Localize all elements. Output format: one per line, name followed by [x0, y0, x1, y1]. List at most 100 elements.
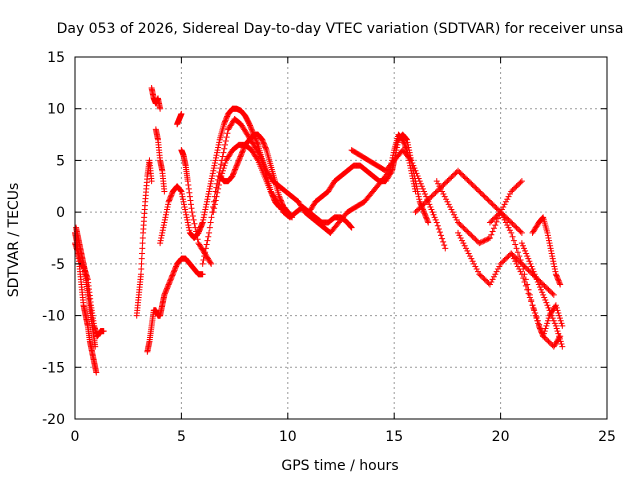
data-point: [277, 197, 284, 204]
data-point: [542, 325, 549, 332]
data-point: [170, 268, 177, 275]
data-point: [501, 256, 508, 263]
data-point: [261, 143, 268, 150]
data-point: [444, 198, 451, 205]
data-point: [506, 191, 513, 198]
data-series: [508, 250, 566, 340]
data-point: [535, 281, 542, 288]
data-point: [542, 284, 549, 291]
data-point: [448, 174, 455, 181]
data-point: [514, 181, 521, 188]
data-point: [488, 218, 495, 225]
x-axis-label: GPS time / hours: [281, 458, 398, 474]
data-point: [162, 288, 169, 295]
data-point: [423, 198, 430, 205]
data-point: [455, 229, 462, 236]
data-point: [248, 125, 255, 132]
data-point: [237, 152, 244, 159]
data-point: [181, 203, 188, 210]
data-point: [488, 278, 495, 285]
data-point: [516, 253, 523, 260]
data-point: [401, 140, 408, 147]
data-point: [476, 271, 483, 278]
data-point: [166, 197, 173, 204]
data-point: [93, 369, 100, 376]
data-point: [213, 152, 220, 159]
data-point: [234, 161, 241, 168]
data-point: [484, 236, 491, 243]
data-point: [473, 237, 480, 244]
data-point: [492, 214, 499, 221]
data-point: [231, 167, 238, 174]
data-point: [551, 263, 558, 270]
data-point: [423, 193, 430, 200]
data-point: [555, 309, 562, 316]
data-point: [489, 216, 496, 223]
data-point: [457, 235, 464, 241]
data-point: [137, 271, 144, 278]
axis-ticks: 0 5 10 15 20 25 -20 -15 -10 -5 0 5 10 15: [42, 50, 616, 445]
data-point: [160, 222, 167, 229]
data-point: [543, 322, 550, 329]
data-point: [409, 175, 416, 182]
data-point: [545, 338, 552, 345]
data-point: [438, 232, 445, 239]
data-series: [518, 240, 566, 350]
data-point: [222, 141, 229, 148]
data-point: [164, 206, 171, 213]
data-point: [559, 322, 566, 329]
data-point: [433, 219, 440, 226]
data-point: [237, 153, 244, 160]
data-point: [247, 122, 254, 129]
data-point: [476, 240, 483, 247]
data-point: [517, 256, 524, 263]
data-point: [509, 187, 516, 194]
data-point: [534, 317, 541, 324]
data-point: [552, 302, 559, 309]
y-tick-label: 10: [47, 102, 65, 118]
data-point: [289, 214, 296, 221]
data-point: [539, 331, 546, 338]
data-point: [474, 268, 481, 275]
data-point: [157, 105, 164, 112]
data-point: [550, 258, 557, 265]
data-point: [235, 158, 242, 165]
data-point: [556, 335, 563, 342]
data-point: [223, 134, 230, 141]
data-point: [235, 157, 242, 164]
data-point: [531, 309, 538, 316]
data-point: [347, 223, 354, 230]
data-point: [186, 227, 193, 234]
data-point: [214, 149, 221, 156]
data-point: [158, 232, 165, 239]
data-point: [502, 198, 509, 205]
data-point: [510, 237, 517, 244]
data-point: [445, 201, 452, 208]
data-point: [166, 280, 173, 287]
data-point: [518, 240, 525, 247]
data-point: [168, 275, 175, 282]
data-point: [482, 194, 489, 201]
plot-frame: [74, 56, 608, 420]
data-point: [423, 214, 430, 221]
data-point: [517, 179, 524, 186]
data-point: [500, 203, 507, 210]
data-point: [544, 317, 551, 324]
data-point: [412, 167, 419, 174]
data-point: [180, 198, 187, 205]
data-point: [409, 160, 416, 167]
data-point: [485, 197, 492, 204]
data-point: [429, 209, 436, 216]
data-point: [522, 282, 529, 289]
data-point: [207, 183, 214, 190]
data-point: [211, 201, 218, 208]
data-point: [501, 201, 508, 208]
data-point: [468, 180, 475, 187]
data-point: [536, 325, 543, 332]
data-point: [541, 328, 548, 335]
data-point: [460, 240, 467, 247]
data-point: [546, 339, 553, 346]
data-point: [510, 222, 517, 229]
data-point: [400, 139, 407, 146]
data-point: [420, 209, 427, 216]
